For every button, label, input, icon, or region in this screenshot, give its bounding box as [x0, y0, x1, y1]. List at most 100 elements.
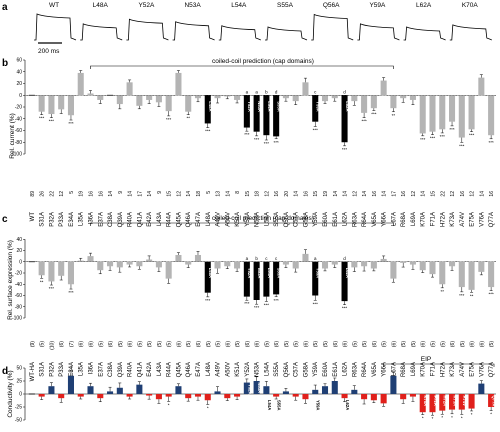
category-label-p33a: P33A [59, 212, 65, 227]
n-label: (6) [333, 341, 339, 347]
n-label: 12 [411, 191, 417, 197]
bar-l43a [155, 95, 162, 103]
trace-label: N53A [184, 2, 201, 9]
bar-q45a [175, 255, 182, 262]
n-label: (9) [30, 341, 36, 347]
n-label: (5) [362, 341, 368, 347]
category-label-e75a: E75A [470, 212, 476, 227]
significance-mark: *** [264, 141, 270, 146]
category-label-l48a: L48A [206, 362, 212, 376]
bar-inner-label: Y52A [247, 268, 252, 278]
panel-b: b coiled-coil prediction (cap domains) R… [2, 58, 496, 227]
category-label-r44a: R44A [167, 362, 173, 377]
bar-inner-label: N53A [257, 101, 262, 112]
bar-h72a [439, 95, 446, 130]
bar-y52a [243, 95, 250, 128]
bar-p32a [48, 261, 55, 282]
significance-mark: *** [39, 116, 45, 121]
panel-b-chart: -100-80-60-40-200204060WT89***S31A26***P… [12, 58, 496, 227]
group-letter: c [265, 256, 268, 261]
category-label-q56a: Q56A [284, 212, 290, 227]
bar-k51a [234, 394, 241, 397]
bar-inner-label: L48A [208, 268, 213, 278]
bar-inner-label: S55A [277, 268, 282, 278]
category-label-g58a: G58A [303, 212, 309, 227]
bar-q56a [282, 95, 289, 99]
bar-s31a [38, 95, 45, 112]
category-label-q77a: Q77A [489, 362, 495, 377]
significance-mark: *** [440, 134, 446, 139]
n-label: (5) [489, 341, 495, 347]
bar-c38a [107, 391, 114, 394]
significance-mark: ** [470, 293, 474, 298]
bar-r63a [351, 261, 358, 268]
category-label-k70a: K70A [421, 212, 427, 227]
bar-y59a [312, 95, 319, 122]
n-label: (5) [440, 341, 446, 347]
n-label: 17 [391, 191, 397, 197]
n-label: 12 [59, 191, 65, 197]
bar-q45a [175, 386, 182, 394]
y-tick-label: 25 [16, 379, 22, 385]
group-letter: a [246, 256, 249, 261]
significance-mark: *** [49, 286, 55, 291]
category-label-r64a: R64A [362, 212, 368, 227]
bar-i36a [87, 256, 94, 262]
category-label-c57a: C57A [294, 362, 300, 377]
y-tick-label: -25 [15, 405, 22, 411]
n-label: 14 [421, 191, 427, 197]
bar-r44a [165, 394, 172, 397]
category-label-q45a: Q45A [176, 362, 182, 377]
category-label-p33a: P33A [59, 362, 65, 377]
bar-l54a [263, 95, 270, 136]
trace-label: L62A [416, 2, 432, 9]
category-label-l67a: L67A [391, 362, 397, 376]
n-label: (6) [59, 341, 65, 347]
n-label: (5) [323, 341, 329, 347]
panel-d-bracket-label: EIP [421, 356, 431, 363]
category-label-e37a: E37A [98, 212, 104, 227]
category-label-a50v: A50V [225, 362, 231, 377]
bar-r68a [400, 394, 407, 400]
trace-l54a [218, 25, 261, 41]
bar-e34a [67, 375, 74, 394]
bar-l54a [263, 261, 270, 297]
category-label-a74v: A74V [460, 212, 466, 227]
y-tick-label: 20 [16, 248, 22, 254]
group-letter: a [314, 256, 317, 261]
trace-l62a [403, 26, 446, 41]
bar-l67a [390, 375, 397, 394]
bar-r64a [361, 261, 368, 267]
significance-mark: *** [342, 147, 348, 152]
bar-e75a [468, 394, 475, 409]
bar-r64a [361, 95, 368, 113]
y-tick-label: 40 [16, 69, 22, 75]
bar-q46a [185, 261, 192, 265]
bar-inner-label: N53A [257, 383, 262, 394]
n-label: 5 [206, 191, 212, 194]
category-label-q41a: Q41A [137, 362, 143, 377]
bar-f71a [429, 394, 436, 413]
n-label: (5) [264, 341, 270, 347]
category-label-e75a: E75A [470, 362, 476, 377]
category-label-r68a: R68A [401, 212, 407, 227]
category-label-v76a: V76A [479, 362, 485, 377]
y-tick-label: -60 [15, 293, 22, 299]
bar-q45a [175, 72, 182, 96]
group-letter: a [255, 89, 258, 94]
bar-h72a [439, 394, 446, 411]
n-label: (6) [225, 341, 231, 347]
bar-a50v [224, 95, 231, 97]
n-label: 22 [440, 191, 446, 197]
bar-n53a [253, 381, 260, 394]
trace-l48a [80, 23, 123, 41]
n-label: (5) [206, 341, 212, 347]
category-label-s55a: S55A [274, 362, 280, 377]
trace-label: K70A [462, 2, 479, 9]
n-label: (5) [352, 341, 358, 347]
bar-r40a [126, 261, 133, 265]
n-label: 12 [264, 191, 270, 197]
bar-g58a [302, 394, 309, 400]
category-label-g58a: G58A [303, 362, 309, 377]
